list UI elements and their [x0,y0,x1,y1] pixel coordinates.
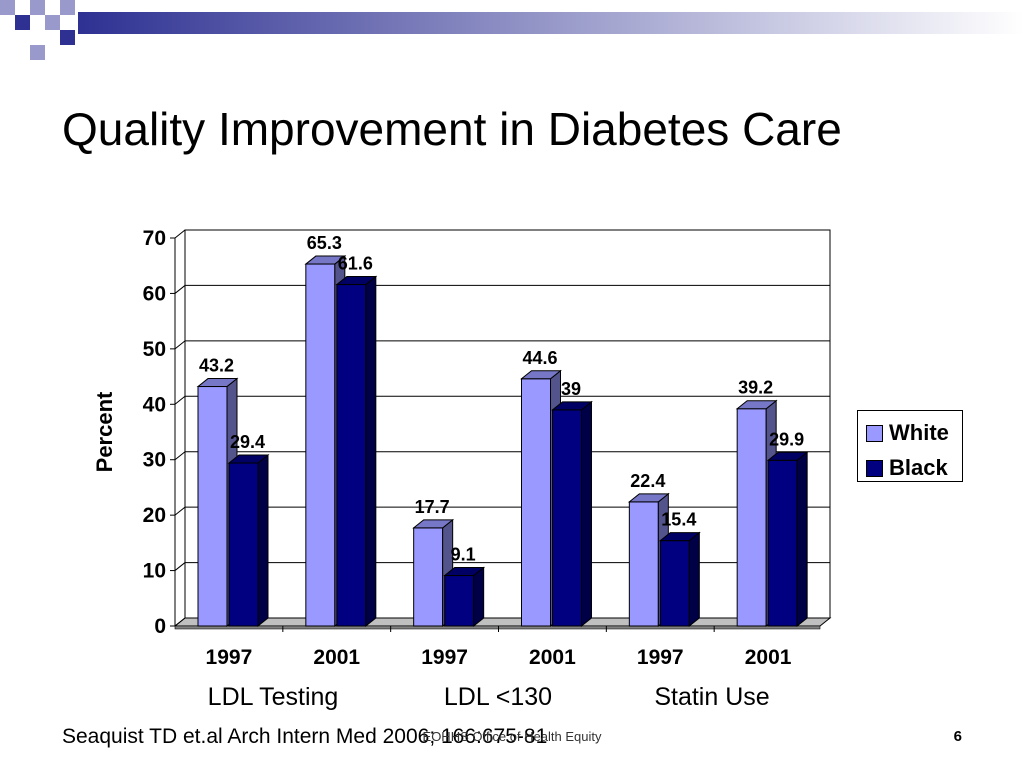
footer-organization: EOHHS Office of Health Equity [422,729,602,744]
x-tick-label: 1997 [206,646,253,669]
bar-black-front [659,540,690,627]
chart-legend: White Black [857,410,963,482]
bar-black-top [766,451,809,461]
gridline-diagonal [174,340,186,350]
page-number: 6 [953,728,962,745]
slide-title: Quality Improvement in Diabetes Care [62,103,842,155]
bar-white-top [304,255,347,265]
deco-square [15,15,30,30]
data-label-white: 39.2 [738,378,773,398]
legend-label-black: Black [889,455,948,480]
legend-item-black: Black [866,455,948,481]
x-tick-label: 2001 [529,646,576,669]
gridline-diagonal [174,451,186,461]
bar-white-front [521,378,551,627]
y-tick-label: 40 [143,393,166,416]
bar-black-top [443,567,486,577]
bar-black-side [257,453,269,628]
data-label-black: 39 [561,379,581,399]
y-tick-label: 10 [143,560,166,583]
bar-black-top [551,401,593,411]
bar-white-front [628,501,659,627]
data-label-black: 61.6 [338,254,373,274]
legend-swatch-black [866,459,883,477]
bar-white-top [196,378,239,388]
x-tick-label: 2001 [745,646,792,669]
bar-black-front [767,459,798,627]
bar-white-front [413,527,444,627]
y-tick-label: 60 [143,282,166,305]
bar-white-top [412,519,455,529]
x-tick-label: 2001 [313,646,360,669]
data-label-black: 9.1 [451,545,476,565]
deco-square [45,15,60,30]
y-tick-label: 20 [143,504,166,527]
group-label-statin-use: Statin Use [654,683,770,711]
plot-back-wall [184,229,831,619]
group-label-ldl-under-130: LDL <130 [443,683,553,711]
legend-swatch-white [866,424,883,442]
y-axis-label: Percent [92,391,117,472]
bar-black-side [473,566,485,628]
y-tick-label: 30 [143,449,166,472]
bar-black-front [336,284,367,627]
bar-black-front [228,462,259,627]
bar-white-top [627,493,670,503]
deco-square [30,0,45,15]
bar-white-top [735,400,778,410]
bar-black-side [688,531,700,628]
header-gradient-bar [78,12,1024,34]
bar-black-side [365,275,377,628]
bar-white-front [736,408,767,627]
bar-black-top [335,276,378,286]
plot-floor [173,617,832,627]
data-label-white: 65.3 [307,233,342,253]
gridline-diagonal [174,395,186,405]
legend-label-white: White [889,420,949,445]
data-label-black: 29.9 [769,429,804,449]
data-label-black: 29.4 [230,432,265,452]
bar-black-top [227,454,270,464]
bar-black-front [552,409,582,627]
y-tick-label: 0 [154,615,166,638]
x-tick-label: 1997 [421,646,468,669]
gridline-diagonal [174,229,186,239]
bar-white-front [305,263,336,627]
gridline-diagonal [174,506,186,516]
bar-black-side [581,400,592,628]
bar-white-front [197,386,228,627]
y-tick-label: 50 [143,338,166,361]
bar-white-top [520,370,562,380]
data-label-white: 17.7 [415,497,450,517]
data-label-white: 44.6 [522,348,557,368]
data-label-white: 22.4 [630,471,665,491]
deco-square [0,0,15,15]
gridline-diagonal [174,617,186,627]
plot-floor-edge [174,625,821,630]
group-label-ldl-testing: LDL Testing [207,683,339,711]
y-tick-label: 70 [143,227,166,250]
bar-black-front [444,575,475,627]
bar-black-side [796,451,808,628]
header-decoration [0,0,1024,60]
legend-item-white: White [866,420,949,446]
data-label-black: 15.4 [661,510,696,530]
x-tick-label: 1997 [637,646,684,669]
citation: Seaquist TD et.al Arch Intern Med 2006; … [62,725,548,748]
deco-square [60,30,75,45]
data-label-white: 43.2 [199,356,234,376]
deco-square [60,0,75,15]
gridline-diagonal [174,285,186,294]
deco-square [30,45,45,60]
gridline-diagonal [174,562,186,571]
bar-black-top [658,532,701,542]
